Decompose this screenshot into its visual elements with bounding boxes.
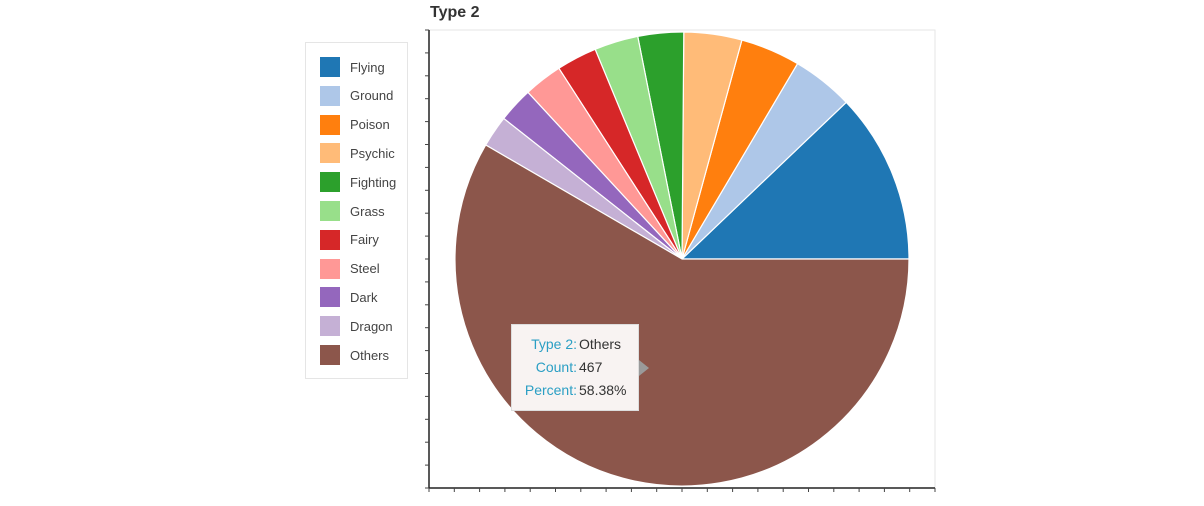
legend-item-others[interactable]: Others (320, 345, 389, 365)
legend-label: Ground (350, 88, 394, 104)
legend-item-grass[interactable]: Grass (320, 201, 385, 221)
legend-item-dragon[interactable]: Dragon (320, 316, 393, 337)
legend-item-fighting[interactable]: Fighting (320, 172, 397, 193)
legend-swatch (320, 143, 340, 164)
tooltip-row-count: Count: 467 (512, 359, 640, 379)
legend-label: Flying (350, 59, 385, 75)
legend-item-ground[interactable]: Ground (320, 85, 394, 106)
tooltip-value-count: 467 (579, 359, 603, 375)
legend-label: Grass (350, 203, 385, 219)
legend-swatch (320, 57, 340, 77)
tooltip-arrow (639, 360, 649, 376)
legend-item-dark[interactable]: Dark (320, 287, 378, 308)
legend-item-poison[interactable]: Poison (320, 114, 390, 135)
legend-swatch (320, 287, 340, 308)
legend-label: Psychic (350, 145, 395, 161)
legend-swatch (320, 172, 340, 193)
axis-ticks (425, 29, 936, 492)
pie-slices (454, 31, 910, 487)
legend-label: Dragon (350, 318, 393, 334)
legend-swatch (320, 258, 340, 279)
legend: Flying Ground Poison Psychic Fighting Grass Fa… (305, 42, 408, 379)
tooltip: Type 2: Others Count: 467 Percent: 58.38… (511, 324, 639, 411)
tooltip-key-type: Type 2: (531, 336, 577, 352)
tooltip-value-percent: 58.38% (579, 382, 627, 398)
legend-swatch (320, 345, 340, 365)
tooltip-key-percent: Percent: (524, 382, 577, 398)
tooltip-key-count: Count: (535, 359, 577, 375)
legend-label: Dark (350, 289, 378, 305)
legend-swatch (320, 114, 340, 135)
legend-item-steel[interactable]: Steel (320, 258, 380, 279)
legend-item-psychic[interactable]: Psychic (320, 143, 395, 164)
legend-swatch (320, 85, 340, 106)
legend-label: Others (350, 347, 390, 363)
pie-slice-flying[interactable] (680, 101, 910, 260)
tooltip-row-type: Type 2: Others (512, 336, 640, 356)
legend-swatch (320, 229, 340, 250)
legend-label: Poison (350, 117, 390, 133)
legend-swatch (320, 201, 340, 221)
legend-label: Steel (350, 261, 380, 277)
legend-label: Fairy (350, 232, 379, 248)
tooltip-row-percent: Percent: 58.38% (512, 382, 640, 402)
tooltip-value-type: Others (579, 336, 622, 352)
legend-item-fairy[interactable]: Fairy (320, 229, 379, 250)
legend-item-flying[interactable]: Flying (320, 57, 385, 77)
legend-label: Fighting (350, 174, 397, 190)
legend-swatch (320, 316, 340, 337)
chart-title: Type 2 (430, 4, 480, 21)
